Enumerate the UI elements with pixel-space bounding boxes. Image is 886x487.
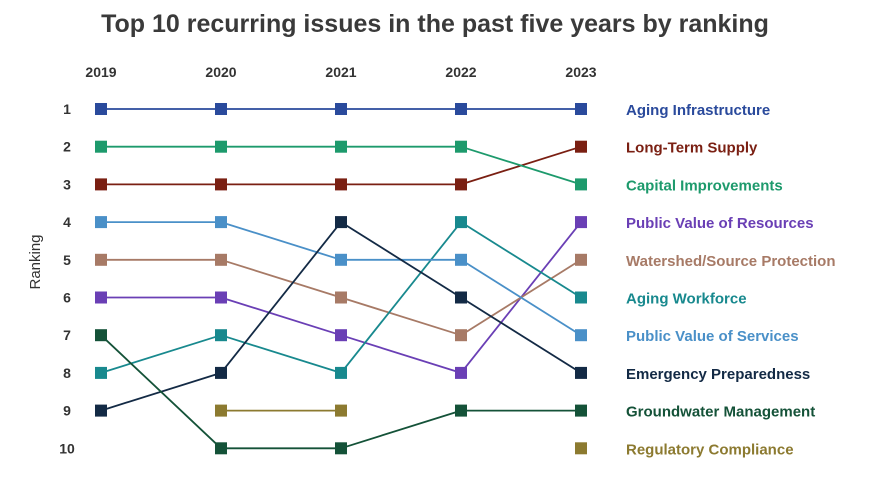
marker-public-value-of-resources-2019	[95, 291, 107, 304]
y-tick-5: 5	[63, 252, 71, 268]
legend: Aging Infrastructure Long-Term Supply Capi…	[626, 102, 836, 458]
line-watershed-source-protection-2020-2021	[220, 258, 342, 299]
marker-long-term-supply-2022	[455, 178, 467, 191]
line-watershed-source-protection-2021-2022	[340, 296, 462, 337]
marker-emergency-preparedness-2022	[455, 291, 467, 304]
series-lines	[100, 108, 582, 450]
marker-long-term-supply-2023	[575, 140, 587, 153]
x-tick-labels: 2019 2020 2021 2022 2023	[85, 64, 596, 80]
line-groundwater-management-2021-2022	[340, 409, 462, 450]
legend-capital-improvements: Capital Improvements	[626, 177, 783, 194]
x-tick-2022: 2022	[445, 64, 476, 80]
marker-emergency-preparedness-2023	[575, 366, 587, 379]
line-groundwater-management-2019-2020	[100, 334, 222, 449]
marker-watershed-source-protection-2019	[95, 253, 107, 266]
marker-long-term-supply-2019	[95, 178, 107, 191]
legend-aging-workforce: Aging Workforce	[626, 291, 747, 308]
series-markers	[95, 103, 587, 455]
x-tick-2020: 2020	[205, 64, 236, 80]
marker-regulatory-compliance-2020	[215, 404, 227, 417]
marker-public-value-of-services-2023	[575, 329, 587, 342]
y-tick-labels: 1 2 3 4 5 6 7 8 9 10	[59, 101, 75, 456]
chart-title: Top 10 recurring issues in the past five…	[101, 10, 769, 38]
y-tick-10: 10	[59, 440, 75, 456]
x-tick-2021: 2021	[325, 64, 356, 80]
marker-capital-improvements-2019	[95, 140, 107, 153]
legend-emergency-preparedness: Emergency Preparedness	[626, 366, 810, 383]
y-tick-8: 8	[63, 365, 71, 381]
y-tick-6: 6	[63, 290, 71, 306]
x-tick-2023: 2023	[565, 64, 596, 80]
marker-emergency-preparedness-2020	[215, 366, 227, 379]
marker-aging-workforce-2021	[335, 366, 347, 379]
x-tick-2019: 2019	[85, 64, 116, 80]
line-public-value-of-resources-2020-2021	[220, 296, 342, 337]
legend-public-value-of-resources: Public Value of Resources	[626, 215, 814, 232]
marker-regulatory-compliance-2023	[575, 442, 587, 455]
marker-watershed-source-protection-2021	[335, 291, 347, 304]
legend-long-term-supply: Long-Term Supply	[626, 140, 758, 157]
marker-long-term-supply-2021	[335, 178, 347, 191]
marker-capital-improvements-2023	[575, 178, 587, 191]
marker-capital-improvements-2020	[215, 140, 227, 153]
marker-aging-infrastructure-2020	[215, 103, 227, 115]
y-tick-4: 4	[63, 214, 71, 230]
marker-public-value-of-services-2022	[455, 253, 467, 266]
marker-aging-infrastructure-2023	[575, 103, 587, 115]
marker-public-value-of-services-2020	[215, 216, 227, 229]
y-tick-7: 7	[63, 327, 71, 343]
line-emergency-preparedness-2022-2023	[460, 296, 582, 374]
marker-public-value-of-resources-2020	[215, 291, 227, 304]
line-capital-improvements-2022-2023	[460, 145, 582, 186]
marker-groundwater-management-2022	[455, 404, 467, 417]
legend-groundwater-management: Groundwater Management	[626, 404, 815, 421]
marker-watershed-source-protection-2023	[575, 253, 587, 266]
marker-aging-infrastructure-2021	[335, 103, 347, 115]
line-emergency-preparedness-2020-2021	[220, 221, 342, 374]
marker-emergency-preparedness-2021	[335, 216, 347, 229]
line-public-value-of-services-2022-2023	[460, 259, 582, 336]
line-aging-workforce-2020-2021	[220, 334, 342, 374]
line-aging-workforce-2021-2022	[340, 221, 462, 374]
marker-public-value-of-resources-2022	[455, 366, 467, 379]
marker-long-term-supply-2020	[215, 178, 227, 191]
marker-emergency-preparedness-2019	[95, 404, 107, 417]
marker-capital-improvements-2022	[455, 140, 467, 153]
marker-public-value-of-resources-2021	[335, 329, 347, 342]
marker-aging-workforce-2020	[215, 329, 227, 342]
marker-groundwater-management-2021	[335, 442, 347, 455]
marker-aging-workforce-2022	[455, 216, 467, 229]
legend-regulatory-compliance: Regulatory Compliance	[626, 441, 794, 458]
marker-watershed-source-protection-2020	[215, 253, 227, 266]
marker-aging-infrastructure-2019	[95, 103, 107, 115]
y-tick-2: 2	[63, 139, 71, 155]
line-aging-workforce-2022-2023	[460, 221, 582, 299]
marker-regulatory-compliance-2021	[335, 404, 347, 417]
marker-aging-workforce-2023	[575, 291, 587, 304]
marker-aging-workforce-2019	[95, 366, 107, 379]
line-emergency-preparedness-2021-2022	[340, 221, 462, 299]
line-public-value-of-resources-2021-2022	[340, 334, 462, 374]
marker-groundwater-management-2020	[215, 442, 227, 455]
marker-capital-improvements-2021	[335, 140, 347, 153]
marker-watershed-source-protection-2022	[455, 329, 467, 342]
marker-groundwater-management-2019	[95, 329, 107, 342]
y-tick-1: 1	[63, 101, 71, 117]
marker-public-value-of-services-2019	[95, 216, 107, 229]
line-aging-workforce-2019-2020	[100, 334, 222, 374]
y-tick-3: 3	[63, 176, 71, 192]
line-public-value-of-services-2020-2021	[220, 221, 342, 261]
y-tick-9: 9	[63, 403, 71, 419]
marker-public-value-of-resources-2023	[575, 216, 587, 229]
legend-aging-infrastructure: Aging Infrastructure	[626, 102, 770, 119]
legend-public-value-of-services: Public Value of Services	[626, 328, 799, 345]
marker-aging-infrastructure-2022	[455, 103, 467, 115]
marker-groundwater-management-2023	[575, 404, 587, 417]
y-axis-label: Ranking	[27, 234, 44, 289]
legend-watershed-source-protection: Watershed/Source Protection	[626, 253, 836, 270]
marker-public-value-of-services-2021	[335, 253, 347, 266]
